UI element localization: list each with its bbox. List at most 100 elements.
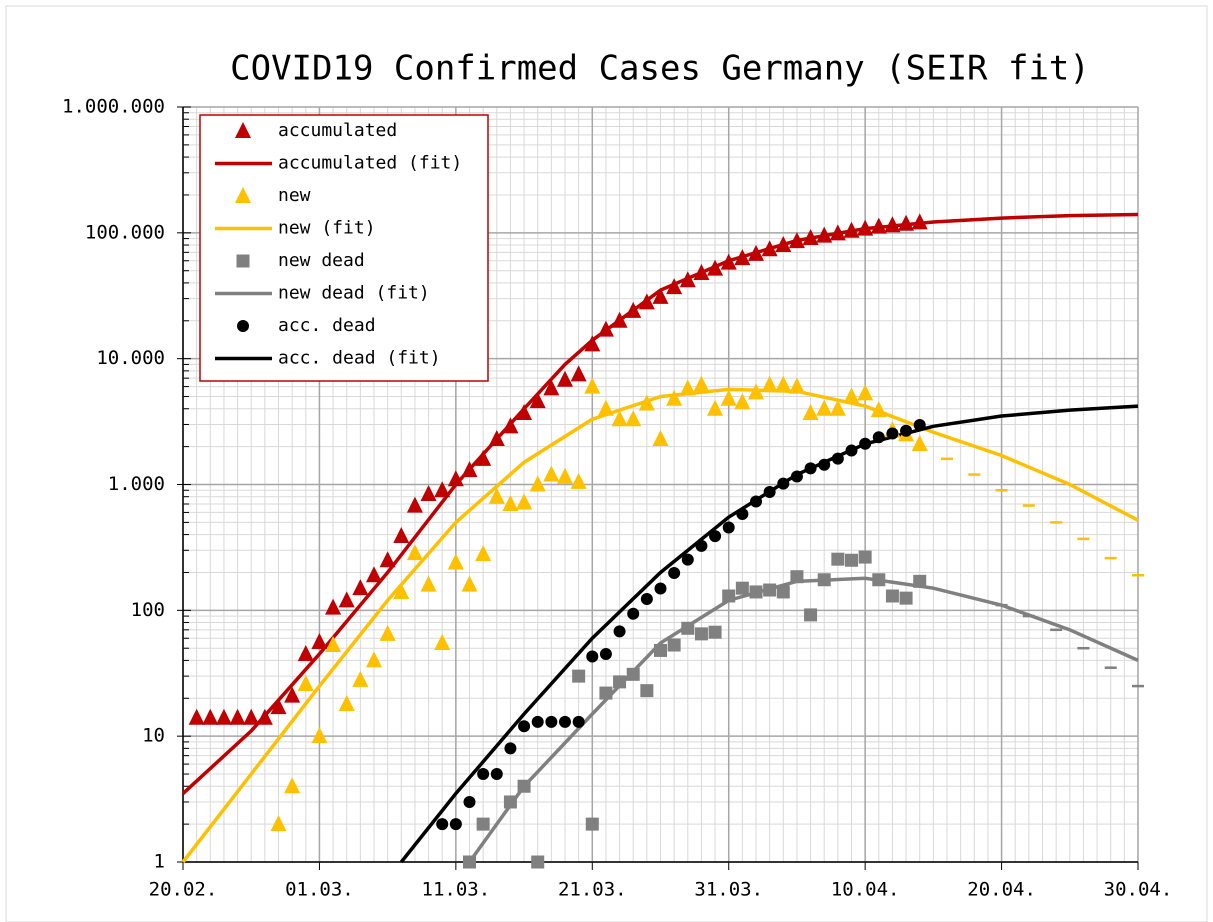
triangle-marker xyxy=(366,651,382,668)
triangle-marker xyxy=(379,624,396,641)
triangle-marker xyxy=(829,224,846,241)
triangle-marker xyxy=(434,634,451,651)
circle-marker xyxy=(722,521,735,534)
square-marker xyxy=(708,625,722,639)
triangle-marker xyxy=(775,375,792,392)
legend-label: new dead xyxy=(278,250,365,271)
triangle-marker xyxy=(420,485,437,502)
square-marker xyxy=(790,570,804,584)
triangle-marker xyxy=(707,259,724,276)
square-marker xyxy=(236,254,250,268)
circle-marker xyxy=(750,495,762,508)
triangle-marker xyxy=(461,575,478,592)
triangle-marker xyxy=(584,377,601,394)
triangle-marker xyxy=(788,377,805,394)
triangle-marker xyxy=(761,240,778,257)
triangle-marker xyxy=(898,214,915,231)
x-tick-label: 11.03. xyxy=(422,879,491,901)
square-marker xyxy=(694,627,708,641)
circle-marker xyxy=(545,715,558,728)
circle-marker xyxy=(572,715,585,728)
triangle-marker xyxy=(502,417,519,434)
triangle-marker xyxy=(843,387,860,404)
circle-marker xyxy=(777,477,790,490)
triangle-marker xyxy=(597,399,614,416)
circle-marker xyxy=(627,607,640,620)
triangle-marker xyxy=(516,404,533,421)
triangle-marker xyxy=(857,219,874,236)
triangle-marker xyxy=(829,399,846,416)
triangle-marker xyxy=(406,496,423,513)
x-tick-label: 21.03. xyxy=(558,879,627,901)
legend-box xyxy=(199,114,489,382)
circle-marker xyxy=(763,485,776,498)
y-tick-label: 10.000 xyxy=(96,347,165,369)
circle-marker xyxy=(463,795,476,808)
triangle-marker xyxy=(270,698,287,715)
triangle-marker xyxy=(679,271,696,288)
triangle-marker xyxy=(284,686,301,703)
x-tick-label: 30.04. xyxy=(1104,879,1173,901)
square-marker xyxy=(749,585,763,599)
triangle-marker xyxy=(843,221,860,238)
triangle-marker xyxy=(857,384,874,401)
triangle-marker xyxy=(325,636,342,653)
triangle-marker xyxy=(188,708,205,725)
circle-marker xyxy=(736,507,749,520)
square-marker xyxy=(626,667,640,681)
triangle-marker xyxy=(202,708,219,725)
square-marker xyxy=(681,621,695,635)
square-marker xyxy=(763,583,777,597)
legend-label: accumulated xyxy=(278,120,397,141)
triangle-marker xyxy=(816,399,833,416)
circle-marker xyxy=(237,320,249,332)
legend-label: acc. dead (fit) xyxy=(278,348,441,369)
circle-marker xyxy=(695,539,708,552)
triangle-marker xyxy=(816,226,833,243)
triangle-marker xyxy=(325,598,342,615)
triangle-marker xyxy=(297,674,314,691)
square-marker xyxy=(845,553,858,567)
circle-marker xyxy=(559,715,571,728)
square-marker xyxy=(476,817,490,831)
x-tick-label: 20.02. xyxy=(149,879,218,901)
triangle-marker xyxy=(720,389,737,406)
circle-marker xyxy=(504,742,517,755)
triangle-marker xyxy=(420,575,437,592)
square-marker xyxy=(722,589,736,603)
triangle-marker xyxy=(406,544,423,561)
square-marker xyxy=(640,684,654,698)
circle-marker xyxy=(913,419,926,432)
circle-marker xyxy=(818,458,831,471)
circle-marker xyxy=(477,768,490,781)
square-marker xyxy=(872,573,886,587)
triangle-marker xyxy=(611,410,628,427)
square-marker xyxy=(899,591,913,605)
triangle-marker xyxy=(638,293,655,310)
triangle-marker xyxy=(352,579,369,596)
triangle-marker xyxy=(611,311,628,328)
fit-line xyxy=(181,387,1139,864)
triangle-marker xyxy=(235,187,251,203)
fit-line xyxy=(181,212,1139,795)
triangle-marker xyxy=(311,727,328,744)
triangle-marker xyxy=(270,815,287,832)
square-marker xyxy=(667,638,681,652)
circle-marker xyxy=(586,650,599,663)
x-tick-label: 31.03. xyxy=(694,879,763,901)
triangle-marker xyxy=(284,777,301,794)
triangle-marker xyxy=(256,708,273,725)
y-tick-label: 1 xyxy=(154,851,165,873)
triangle-marker xyxy=(775,236,792,253)
circle-marker xyxy=(449,818,462,831)
triangle-marker xyxy=(584,335,601,352)
triangle-marker xyxy=(734,393,751,410)
square-marker xyxy=(463,855,476,869)
triangle-marker xyxy=(748,383,764,400)
circle-marker xyxy=(654,582,667,595)
triangle-marker xyxy=(529,392,546,409)
square-marker xyxy=(817,573,831,587)
triangle-marker xyxy=(570,365,587,382)
circle-marker xyxy=(599,647,612,660)
triangle-marker xyxy=(379,551,396,568)
